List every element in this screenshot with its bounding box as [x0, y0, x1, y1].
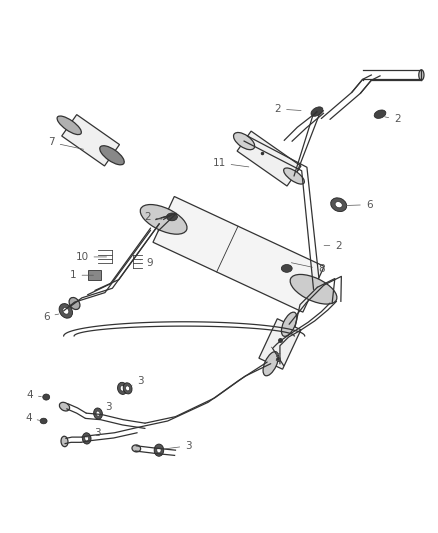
Ellipse shape	[43, 394, 49, 400]
Text: 3: 3	[99, 402, 111, 412]
Text: 8: 8	[291, 263, 325, 274]
Ellipse shape	[281, 264, 292, 272]
Text: 11: 11	[212, 158, 249, 168]
Text: 6: 6	[346, 200, 372, 209]
Text: 10: 10	[75, 252, 106, 262]
Text: 3: 3	[87, 428, 100, 438]
Ellipse shape	[69, 297, 80, 310]
Text: 3: 3	[164, 441, 192, 451]
Ellipse shape	[57, 116, 81, 135]
Text: 3: 3	[130, 376, 144, 386]
Ellipse shape	[85, 436, 88, 441]
Text: 5: 5	[271, 347, 281, 363]
Polygon shape	[88, 270, 102, 280]
Ellipse shape	[284, 168, 304, 184]
Text: 1: 1	[70, 270, 93, 280]
Ellipse shape	[166, 213, 177, 221]
Text: 2: 2	[324, 240, 342, 251]
Ellipse shape	[311, 107, 323, 116]
Ellipse shape	[40, 418, 47, 424]
Ellipse shape	[96, 411, 100, 416]
Ellipse shape	[132, 445, 141, 452]
Ellipse shape	[82, 433, 91, 444]
Polygon shape	[237, 131, 301, 186]
Ellipse shape	[60, 402, 70, 411]
Polygon shape	[153, 197, 324, 312]
Ellipse shape	[419, 70, 424, 80]
Ellipse shape	[59, 304, 73, 318]
Polygon shape	[259, 319, 301, 369]
Ellipse shape	[140, 205, 187, 234]
Ellipse shape	[335, 201, 342, 208]
Text: 4: 4	[26, 390, 41, 400]
Ellipse shape	[94, 408, 102, 419]
Ellipse shape	[63, 308, 69, 314]
Ellipse shape	[154, 444, 164, 456]
Ellipse shape	[263, 352, 279, 376]
Ellipse shape	[233, 133, 254, 150]
Ellipse shape	[61, 436, 68, 447]
Text: 9: 9	[140, 258, 153, 268]
Text: 2: 2	[144, 212, 162, 222]
Ellipse shape	[331, 198, 346, 212]
Ellipse shape	[123, 383, 132, 394]
Ellipse shape	[120, 386, 124, 391]
Text: 2: 2	[385, 115, 401, 124]
Ellipse shape	[117, 382, 127, 394]
Ellipse shape	[157, 447, 161, 453]
Ellipse shape	[374, 110, 386, 118]
Ellipse shape	[290, 274, 337, 304]
Ellipse shape	[282, 312, 297, 336]
Text: 4: 4	[25, 413, 40, 423]
Polygon shape	[62, 115, 120, 166]
Text: 6: 6	[43, 312, 59, 321]
Text: 7: 7	[48, 138, 84, 149]
Text: 2: 2	[275, 104, 301, 114]
Ellipse shape	[100, 146, 124, 165]
Ellipse shape	[126, 386, 130, 391]
